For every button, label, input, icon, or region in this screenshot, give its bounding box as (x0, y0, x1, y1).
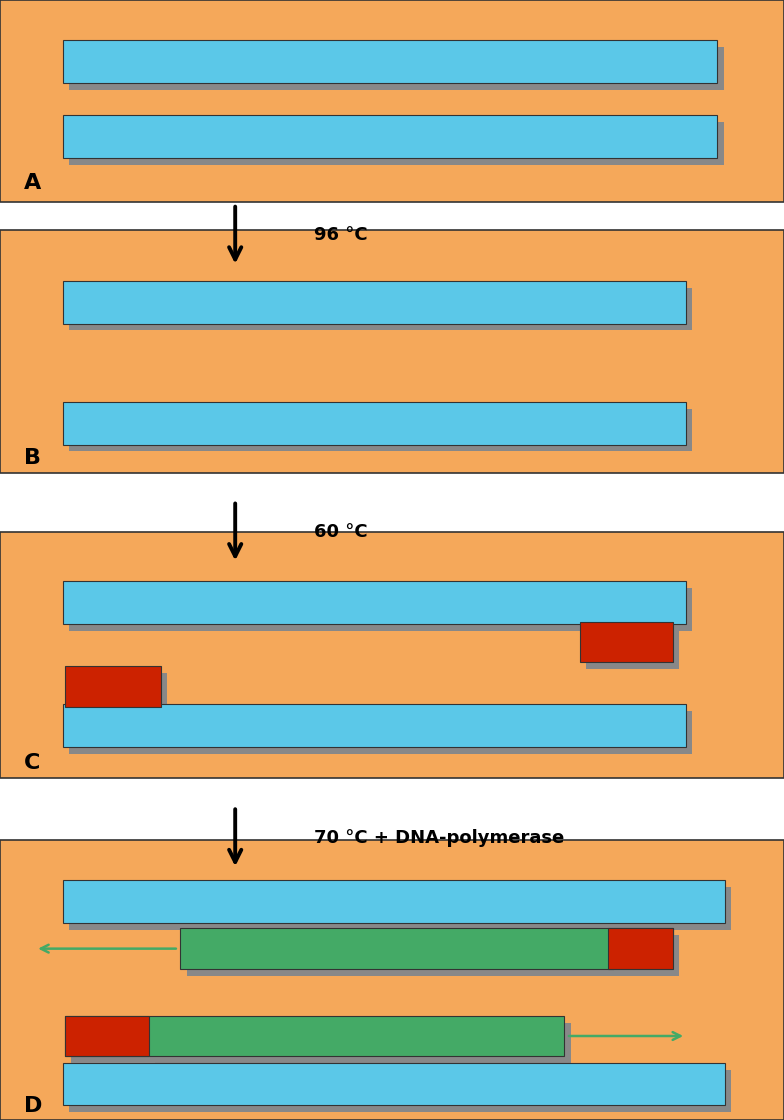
Text: 96 °C: 96 °C (314, 226, 367, 244)
Text: B: B (24, 448, 41, 468)
Bar (608, 928, 673, 969)
Bar (0, 230, 784, 473)
Bar (187, 935, 679, 976)
Bar (71, 673, 167, 713)
Bar (69, 1070, 731, 1112)
Bar (614, 935, 679, 976)
Text: 60 °C: 60 °C (314, 523, 367, 541)
Text: C: C (24, 753, 40, 773)
Bar (69, 711, 692, 754)
Text: D: D (24, 1095, 42, 1116)
Bar (63, 880, 725, 923)
Bar (71, 1023, 155, 1063)
Bar (69, 122, 724, 165)
Text: 70 °C + DNA-polymerase: 70 °C + DNA-polymerase (314, 829, 564, 847)
Bar (180, 928, 673, 969)
Bar (63, 281, 686, 324)
Bar (0, 0, 784, 202)
Bar (63, 40, 717, 83)
Text: A: A (24, 172, 41, 193)
Bar (71, 1023, 571, 1063)
Bar (63, 581, 686, 624)
Bar (0, 532, 784, 778)
Bar (580, 622, 673, 662)
Bar (65, 666, 161, 707)
Bar (586, 628, 679, 669)
Bar (63, 704, 686, 747)
Bar (65, 1016, 564, 1056)
Bar (63, 1063, 725, 1105)
Bar (69, 47, 724, 90)
Bar (65, 1016, 149, 1056)
Bar (63, 402, 686, 445)
Bar (69, 887, 731, 930)
Bar (69, 288, 692, 330)
Bar (63, 115, 717, 158)
Bar (69, 588, 692, 631)
Bar (69, 409, 692, 451)
Bar (0, 840, 784, 1120)
